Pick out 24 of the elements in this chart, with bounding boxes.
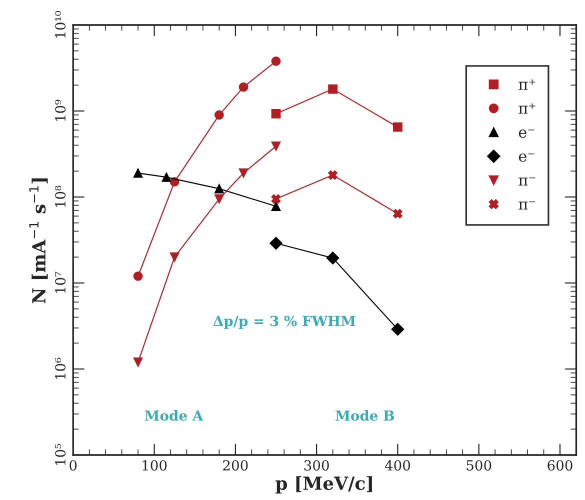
x-tick-label: 400 — [384, 460, 410, 471]
y-axis-title: N [mA$^{−1}$ s$^{−1}$] — [29, 178, 48, 304]
legend-label: π⁺ — [518, 103, 536, 114]
annotation: Mode B — [336, 410, 394, 421]
legend-label: π⁻ — [518, 201, 536, 210]
annotation: Δp/p = 3 % FWHM — [213, 316, 356, 329]
y-tick-label: 10⁶ — [55, 358, 66, 379]
y-tick-label: 10⁷ — [55, 272, 66, 293]
x-tick-label: 100 — [142, 460, 167, 471]
x-tick-label: 0 — [70, 460, 77, 471]
legend-label: π⁻ — [518, 178, 536, 186]
annotation: Mode A — [144, 410, 204, 421]
legend-label: e⁻ — [518, 129, 534, 138]
x-tick-label: 500 — [466, 460, 492, 471]
y-tick-label: 10⁵ — [55, 444, 66, 465]
x-tick-label: 200 — [223, 460, 248, 471]
x-tick-label: 600 — [548, 460, 572, 471]
y-tick-label: 10⁸ — [55, 186, 66, 207]
x-tick-label: 300 — [304, 460, 329, 471]
legend-label: e⁻ — [518, 153, 534, 162]
legend-label: π⁺ — [518, 79, 536, 90]
y-tick-label: 10¹⁰ — [55, 10, 66, 38]
y-tick-label: 10⁹ — [55, 100, 66, 121]
x-axis-title: p [MeV/c] — [276, 476, 372, 494]
